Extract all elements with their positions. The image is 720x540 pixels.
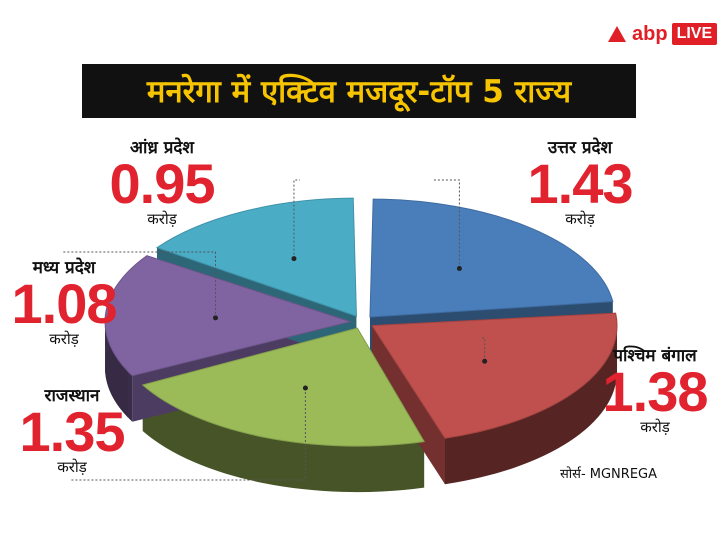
value-mp: 1.08 [11, 272, 118, 335]
leader-dot-ap [291, 256, 297, 262]
source-note: सोर्स- MGNREGA [560, 467, 657, 482]
leader-dot-mp [212, 315, 218, 321]
value-wb: 1.38 [602, 360, 709, 423]
label-up: उत्तर प्रदेश 1.43 करोड़ [510, 138, 650, 228]
unit-ap: करोड़ [147, 210, 177, 228]
abp-logo-icon [608, 26, 626, 42]
unit-wb: करोड़ [640, 418, 670, 436]
abp-live-logo: abp LIVE [608, 22, 718, 46]
pie-slice-ap [155, 197, 357, 317]
unit-mp: करोड़ [49, 330, 79, 348]
title-banner: मनरेगा में एक्टिव मजदूर-टॉप 5 राज्य [82, 64, 636, 118]
pie-cut-wb-1 [372, 325, 445, 485]
state-name-mp: मध्य प्रदेश [32, 258, 96, 278]
pie-slice-mp [104, 255, 352, 377]
leader-line-mp [62, 251, 216, 318]
unit-rj: करोड़ [57, 458, 87, 476]
leader-line-up [432, 179, 460, 269]
value-up: 1.43 [527, 152, 634, 215]
label-rj: राजस्थान 1.35 करोड़ [12, 386, 132, 476]
chart-title: मनरेगा में एक्टिव मजदूर-टॉप 5 राज्य [146, 74, 572, 110]
label-ap: आंध्र प्रदेश 0.95 करोड़ [94, 138, 230, 228]
state-name-ap: आंध्र प्रदेश [129, 138, 194, 158]
state-name-up: उत्तर प्रदेश [547, 138, 613, 158]
state-name-rj: राजस्थान [44, 386, 100, 406]
pie-slice-up [369, 198, 614, 318]
pie-slice-wb [371, 312, 618, 439]
logo-abp-text: abp [632, 22, 668, 45]
leader-line-rj [70, 387, 306, 481]
value-ap: 0.95 [109, 152, 216, 215]
leader-dot-up [456, 266, 462, 272]
value-rj: 1.35 [19, 400, 126, 463]
pie-side-wb [444, 325, 618, 485]
leader-dot-rj [302, 385, 308, 391]
state-name-wb: पश्चिम बंगाल [613, 346, 697, 366]
unit-up: करोड़ [565, 210, 595, 228]
pie-slice-rj [141, 327, 425, 447]
label-wb: पश्चिम बंगाल 1.38 करोड़ [598, 346, 712, 436]
logo-live-badge: LIVE [671, 23, 718, 45]
pie-side-rj [142, 384, 425, 493]
leader-dot-wb [482, 358, 488, 364]
label-mp: मध्य प्रदेश 1.08 करोड़ [4, 258, 124, 348]
